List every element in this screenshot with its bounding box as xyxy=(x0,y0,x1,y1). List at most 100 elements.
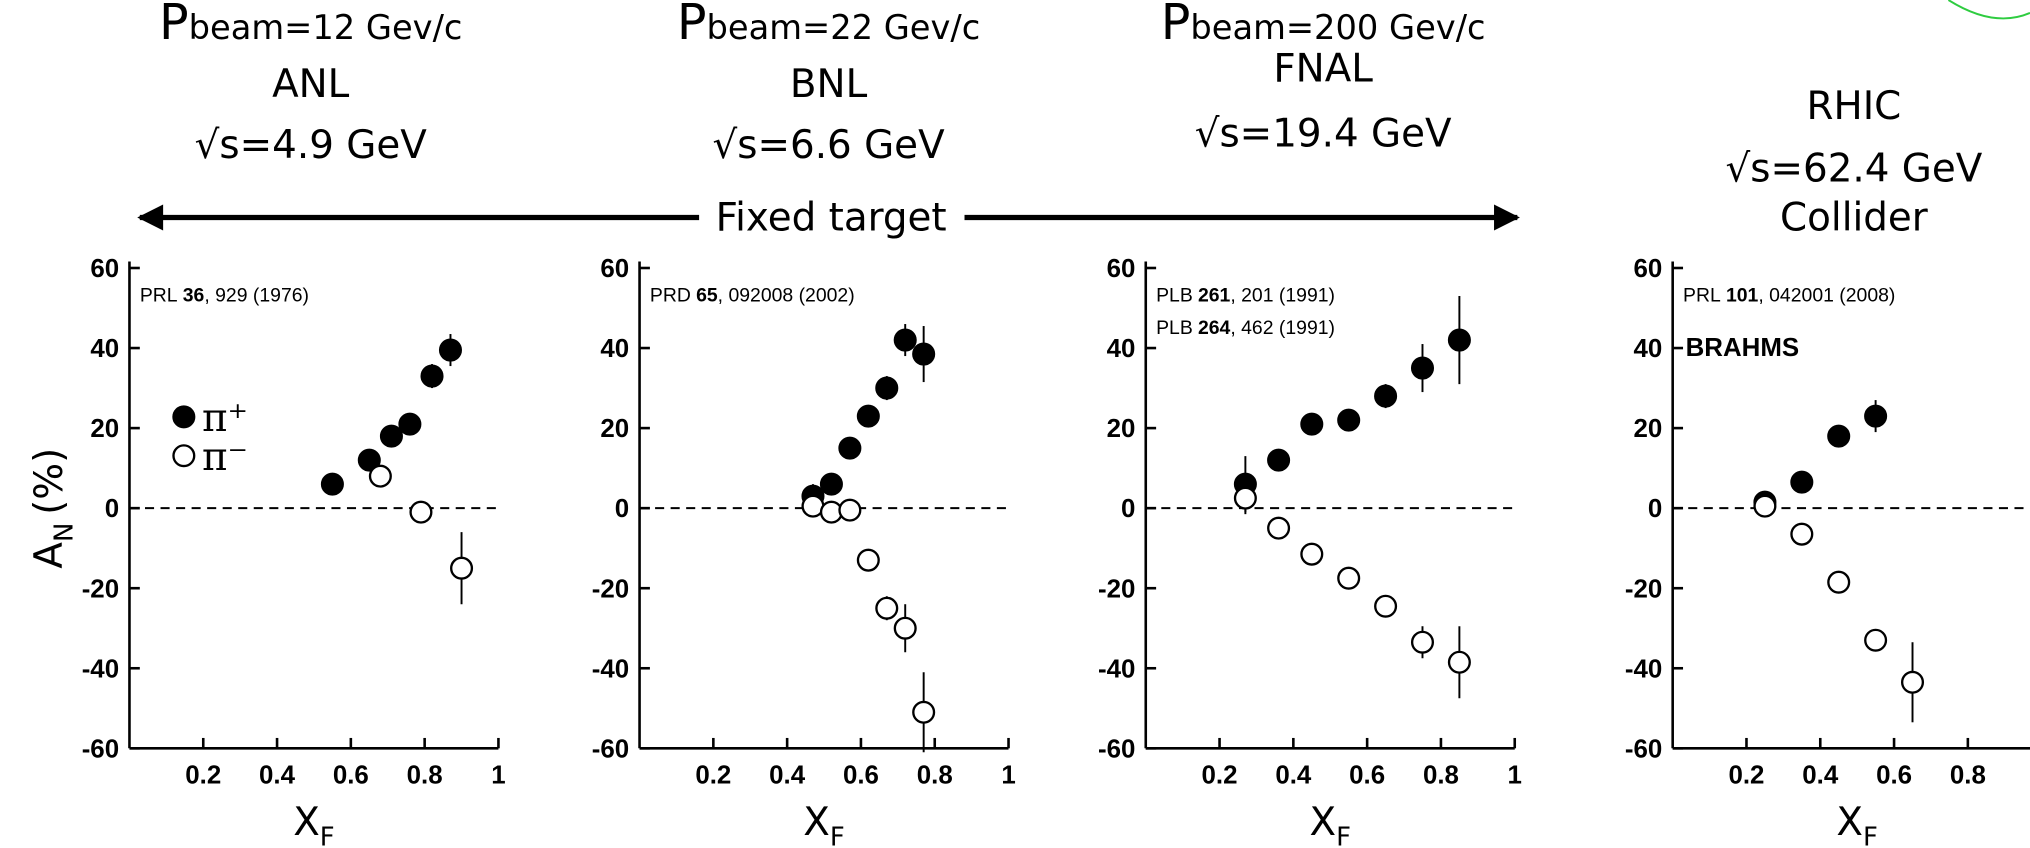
data-point xyxy=(1374,594,1398,618)
page: , 092008 (2002) xyxy=(718,285,855,307)
data-point xyxy=(1300,542,1324,566)
x-tick-label: 0.6 xyxy=(1876,761,1912,789)
legend-label: π⁺ xyxy=(202,396,248,441)
data-point xyxy=(1233,486,1257,510)
y-tick-label: 20 xyxy=(1634,415,1663,443)
fixed-target-label: Fixed target xyxy=(716,195,947,240)
y-tick-label: 20 xyxy=(600,415,629,443)
data-point xyxy=(320,472,344,496)
y-tick-label: -60 xyxy=(1625,735,1662,763)
y-tick-label: -40 xyxy=(592,655,629,683)
data-point xyxy=(1827,570,1851,594)
page: , 042001 (2008) xyxy=(1758,285,1895,307)
reference: PRL 101, 042001 (2008) xyxy=(1683,285,1895,307)
volume: 36 xyxy=(183,285,205,307)
y-tick-label: 0 xyxy=(1648,495,1662,523)
p-text: beam=200 Gev/c xyxy=(1190,8,1485,47)
x-tick-label: 0.4 xyxy=(259,761,296,789)
y-label-subscript: N xyxy=(50,523,80,542)
reference: PRD 65, 092008 (2002) xyxy=(650,285,855,307)
x-label-subscript: F xyxy=(320,822,335,848)
beam-momentum: Pbeam=22 Gev/c xyxy=(677,0,980,51)
legend-marker xyxy=(172,405,196,429)
volume: 264 xyxy=(1198,317,1231,339)
facility: FNAL xyxy=(1273,47,1373,92)
page: , 929 (1976) xyxy=(204,285,309,307)
y-tick-label: -20 xyxy=(82,575,119,603)
data-point xyxy=(1447,328,1471,352)
energy: √s=6.6 GeV xyxy=(713,123,946,168)
x-tick-label: 0.4 xyxy=(769,761,806,789)
x-label-subscript: F xyxy=(1863,822,1878,848)
y-tick-label: -60 xyxy=(592,735,629,763)
collider-label: Collider xyxy=(1780,195,1928,240)
x-tick-label: 0.2 xyxy=(695,761,731,789)
x-tick-label: 1 xyxy=(491,761,505,789)
journal: PLB xyxy=(1156,317,1193,339)
p-symbol: P xyxy=(1161,0,1191,51)
y-tick-label: -20 xyxy=(1625,575,1662,603)
data-point xyxy=(438,338,462,362)
y-tick-label: 60 xyxy=(90,255,119,283)
data-point xyxy=(912,342,936,366)
x-axis-label: XF xyxy=(1836,800,1878,848)
data-point xyxy=(856,548,880,572)
energy: √s=4.9 GeV xyxy=(195,123,428,168)
y-tick-label: 0 xyxy=(1121,495,1135,523)
x-axis-label: XF xyxy=(1309,800,1350,848)
beam-momentum: Pbeam=12 Gev/c xyxy=(159,0,462,51)
data-point xyxy=(1827,424,1851,448)
data-point xyxy=(1267,516,1291,540)
data-point xyxy=(1864,404,1888,428)
reference: PLB 261, 201 (1991) xyxy=(1156,285,1335,307)
experiment: BRAHMS xyxy=(1686,334,1800,362)
x-tick-label: 0.8 xyxy=(1423,761,1459,789)
data-point xyxy=(450,556,474,580)
energy: √s=19.4 GeV xyxy=(1195,111,1452,156)
y-tick-label: -20 xyxy=(592,575,629,603)
volume: 101 xyxy=(1726,285,1759,307)
x-tick-label: 0.6 xyxy=(1349,761,1385,789)
data-point xyxy=(1864,628,1888,652)
beam-momentum: Pbeam=200 Gev/c xyxy=(1161,0,1486,51)
volume: 65 xyxy=(696,285,718,307)
data-point xyxy=(1410,630,1435,654)
y-tick-label: -40 xyxy=(1098,655,1135,683)
legend-label: π⁻ xyxy=(202,435,248,480)
x-tick-label: 0.8 xyxy=(1950,761,1986,789)
y-tick-label: 20 xyxy=(1107,415,1136,443)
y-tick-label: 60 xyxy=(1634,255,1663,283)
data-point xyxy=(838,498,862,522)
data-point xyxy=(379,424,403,448)
x-tick-label: 1 xyxy=(1508,761,1522,789)
y-tick-label: -20 xyxy=(1098,575,1135,603)
y-tick-label: -40 xyxy=(1625,655,1662,683)
x-label-symbol: X xyxy=(293,800,320,845)
x-tick-label: 0.2 xyxy=(1728,761,1764,789)
data-point xyxy=(1337,408,1361,432)
data-point xyxy=(1900,670,1925,694)
data-point xyxy=(1374,384,1398,408)
p-symbol: P xyxy=(677,0,707,51)
data-point xyxy=(875,596,899,620)
y-tick-label: -60 xyxy=(1098,735,1135,763)
data-point xyxy=(1300,412,1324,436)
p-symbol: P xyxy=(159,0,189,51)
data-point xyxy=(856,404,880,428)
facility: RHIC xyxy=(1807,84,1902,129)
x-tick-label: 0.8 xyxy=(407,761,443,789)
y-tick-label: 40 xyxy=(600,335,629,363)
y-tick-label: 60 xyxy=(1107,255,1136,283)
data-point xyxy=(1753,494,1777,518)
facility: BNL xyxy=(790,62,868,107)
x-tick-label: 0.8 xyxy=(917,761,953,789)
decoration xyxy=(1947,0,2030,20)
p-text: beam=12 Gev/c xyxy=(189,8,463,47)
volume: 261 xyxy=(1198,285,1231,307)
x-tick-label: 0.2 xyxy=(185,761,221,789)
data-point xyxy=(1790,522,1814,546)
p-text: beam=22 Gev/c xyxy=(707,8,981,47)
x-label-symbol: X xyxy=(1309,800,1336,845)
y-tick-label: 0 xyxy=(615,495,629,523)
